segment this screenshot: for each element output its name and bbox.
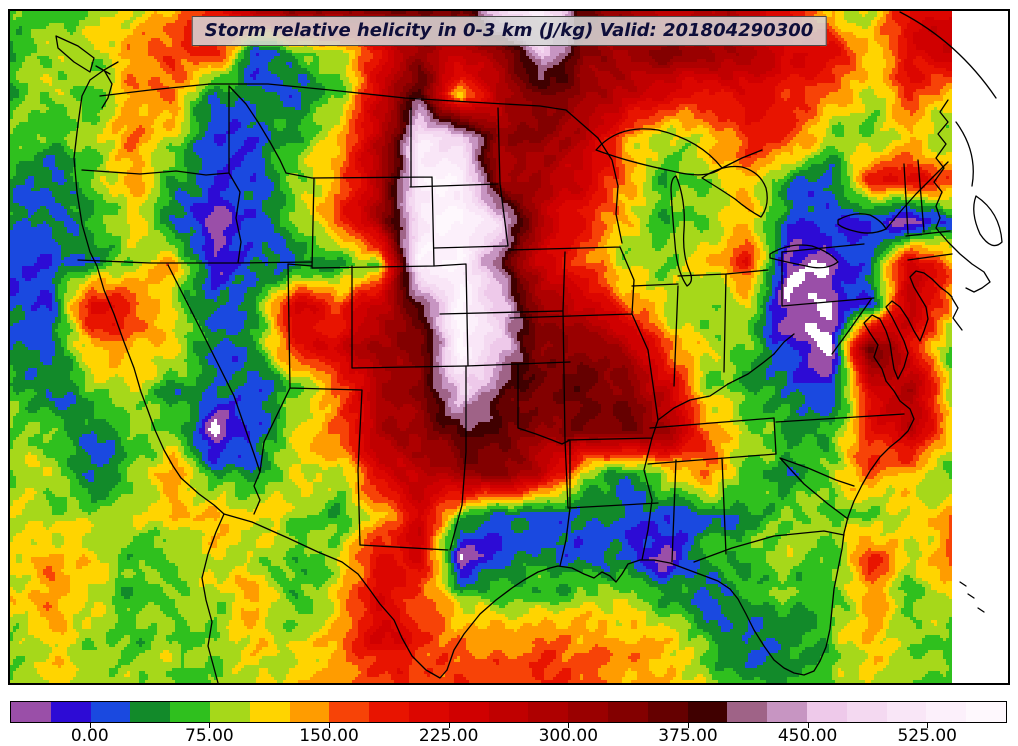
colorbar-swatch [488, 702, 529, 722]
colorbar-swatch [687, 702, 728, 722]
colorbar-swatch [369, 702, 409, 722]
colorbar-tick [568, 723, 570, 728]
map-plot-area [8, 9, 1010, 685]
colorbar-swatch [249, 702, 290, 722]
colorbar-swatch [170, 702, 210, 722]
colorbar-tick [687, 723, 689, 728]
colorbar-swatch [568, 702, 608, 722]
colorbar-swatch [329, 702, 370, 722]
colorbar-swatch [11, 702, 51, 722]
colorbar-tick-label: 150.00 [299, 726, 359, 746]
colorbar-swatch [607, 702, 648, 722]
colorbar-tick [89, 723, 91, 728]
colorbar-swatch [289, 702, 330, 722]
colorbar-swatch [886, 702, 927, 722]
colorbar-swatch [130, 702, 171, 722]
colorbar-swatch [448, 702, 489, 722]
colorbar-tick-label: 75.00 [185, 726, 234, 746]
colorbar-swatch [50, 702, 91, 722]
colorbar-swatch [528, 702, 569, 722]
colorbar [10, 701, 1007, 723]
colorbar-swatch [767, 702, 807, 722]
chart-title: Storm relative helicity in 0-3 km (J/kg)… [204, 20, 814, 41]
colorbar-tick-label: 0.00 [70, 726, 109, 746]
colorbar-swatch [966, 702, 1006, 722]
colorbar-tick [927, 723, 929, 728]
colorbar-tick [807, 723, 809, 728]
colorbar-swatch [727, 702, 768, 722]
colorbar-tick-label: 450.00 [777, 726, 838, 746]
colorbar-swatch [647, 702, 688, 722]
colorbar-swatch [846, 702, 887, 722]
title-box: Storm relative helicity in 0-3 km (J/kg)… [191, 16, 827, 46]
colorbar-swatch [209, 702, 250, 722]
colorbar-tick [209, 723, 211, 728]
colorbar-swatch [90, 702, 131, 722]
colorbar-tick-label: 300.00 [538, 726, 599, 746]
colorbar-tick-label: 375.00 [658, 726, 718, 746]
colorbar-swatch [926, 702, 967, 722]
colorbar-tick [448, 723, 450, 728]
colorbar-swatch [806, 702, 847, 722]
colorbar-tick-label: 225.00 [418, 726, 479, 746]
colorbar-swatch [408, 702, 449, 722]
colorbar-tick-label: 525.00 [897, 726, 957, 746]
colorbar-tick [329, 723, 331, 728]
helicity-field-canvas [10, 11, 1008, 683]
